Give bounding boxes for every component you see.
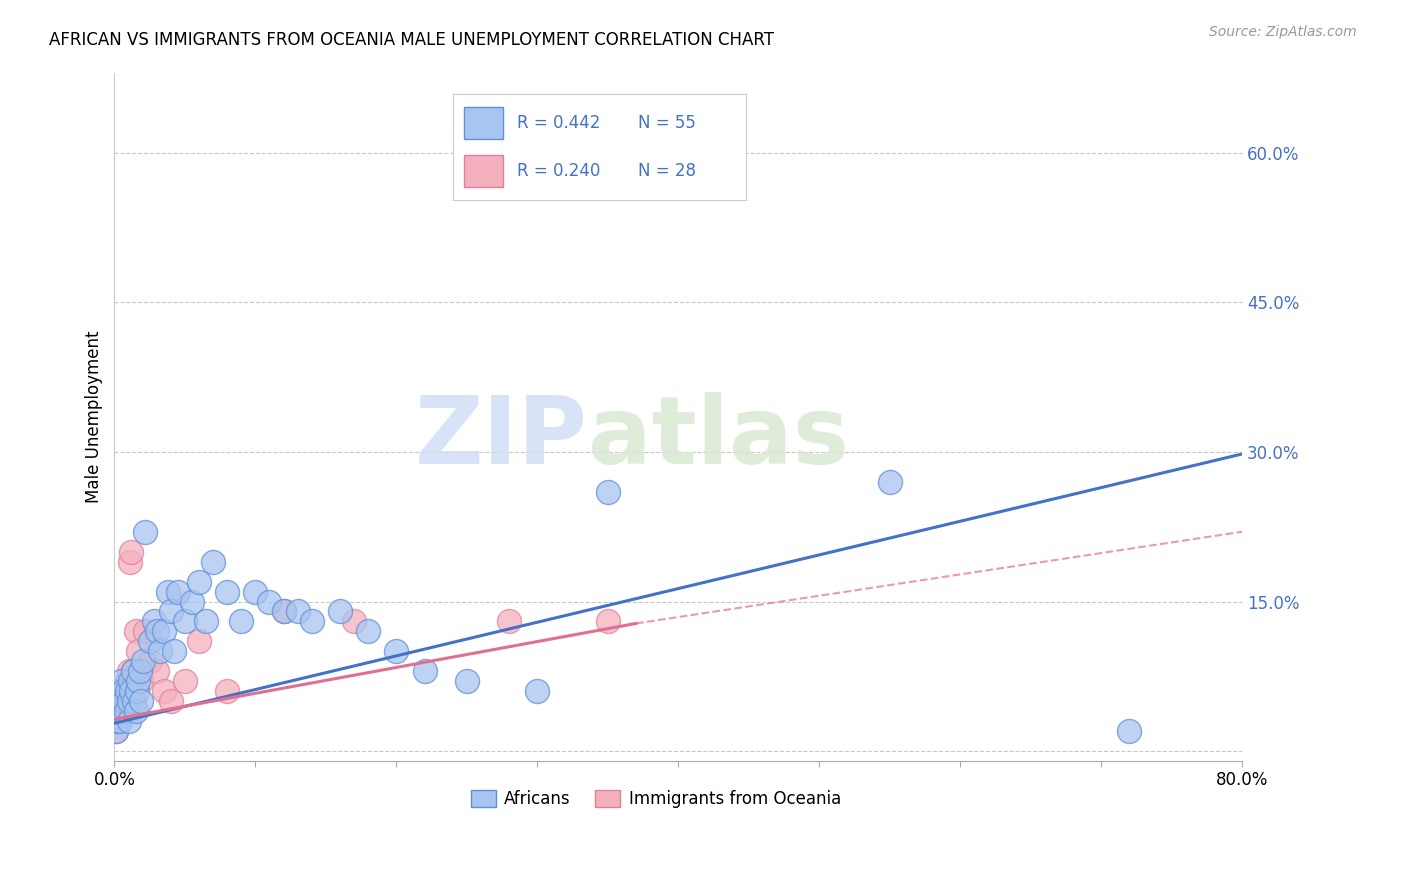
Point	[357, 624, 380, 639]
Point	[329, 605, 352, 619]
Point	[122, 694, 145, 708]
Point	[124, 704, 146, 718]
Point	[156, 584, 179, 599]
Point	[138, 634, 160, 648]
Point	[111, 704, 134, 718]
Point	[134, 624, 156, 639]
Point	[217, 684, 239, 698]
Point	[195, 615, 218, 629]
Point	[120, 684, 142, 698]
Point	[110, 674, 132, 689]
Point	[107, 684, 129, 698]
Text: ZIP: ZIP	[415, 392, 588, 483]
Point	[117, 665, 139, 679]
Point	[231, 615, 253, 629]
Point	[1118, 724, 1140, 739]
Point	[118, 555, 141, 569]
Point	[159, 694, 181, 708]
Point	[202, 555, 225, 569]
Text: AFRICAN VS IMMIGRANTS FROM OCEANIA MALE UNEMPLOYMENT CORRELATION CHART: AFRICAN VS IMMIGRANTS FROM OCEANIA MALE …	[49, 31, 775, 49]
Point	[142, 615, 165, 629]
Point	[174, 615, 197, 629]
Point	[245, 584, 267, 599]
Point	[107, 704, 129, 718]
Point	[108, 704, 131, 718]
Point	[105, 714, 128, 729]
Point	[217, 584, 239, 599]
Point	[273, 605, 295, 619]
Point	[118, 674, 141, 689]
Point	[114, 694, 136, 708]
Point	[413, 665, 436, 679]
Y-axis label: Male Unemployment: Male Unemployment	[86, 331, 103, 503]
Point	[125, 684, 148, 698]
Point	[343, 615, 366, 629]
Point	[131, 654, 153, 668]
Point	[117, 714, 139, 729]
Point	[188, 634, 211, 648]
Point	[159, 605, 181, 619]
Point	[115, 674, 138, 689]
Point	[148, 644, 170, 658]
Point	[104, 724, 127, 739]
Point	[456, 674, 478, 689]
Point	[166, 584, 188, 599]
Point	[134, 524, 156, 539]
Point	[526, 684, 548, 698]
Point	[287, 605, 309, 619]
Point	[115, 684, 138, 698]
Text: Source: ZipAtlas.com: Source: ZipAtlas.com	[1209, 25, 1357, 39]
Point	[112, 694, 135, 708]
Point	[114, 704, 136, 718]
Legend: Africans, Immigrants from Oceania: Africans, Immigrants from Oceania	[464, 783, 848, 814]
Point	[301, 615, 323, 629]
Point	[596, 484, 619, 499]
Point	[596, 615, 619, 629]
Point	[112, 684, 135, 698]
Point	[879, 475, 901, 489]
Point	[162, 644, 184, 658]
Point	[128, 665, 150, 679]
Point	[152, 624, 174, 639]
Point	[174, 674, 197, 689]
Point	[120, 544, 142, 558]
Point	[385, 644, 408, 658]
Point	[111, 684, 134, 698]
Point	[127, 644, 149, 658]
Point	[498, 615, 520, 629]
Point	[111, 704, 134, 718]
Point	[110, 694, 132, 708]
Point	[121, 665, 143, 679]
Point	[152, 684, 174, 698]
Point	[124, 624, 146, 639]
Point	[121, 665, 143, 679]
Point	[138, 654, 160, 668]
Point	[181, 594, 204, 608]
Point	[188, 574, 211, 589]
Point	[127, 674, 149, 689]
Point	[259, 594, 281, 608]
Point	[129, 694, 152, 708]
Point	[105, 714, 128, 729]
Point	[273, 605, 295, 619]
Point	[108, 714, 131, 729]
Point	[129, 674, 152, 689]
Point	[110, 694, 132, 708]
Point	[117, 694, 139, 708]
Text: atlas: atlas	[588, 392, 849, 483]
Point	[107, 684, 129, 698]
Point	[145, 665, 167, 679]
Point	[104, 724, 127, 739]
Point	[145, 624, 167, 639]
